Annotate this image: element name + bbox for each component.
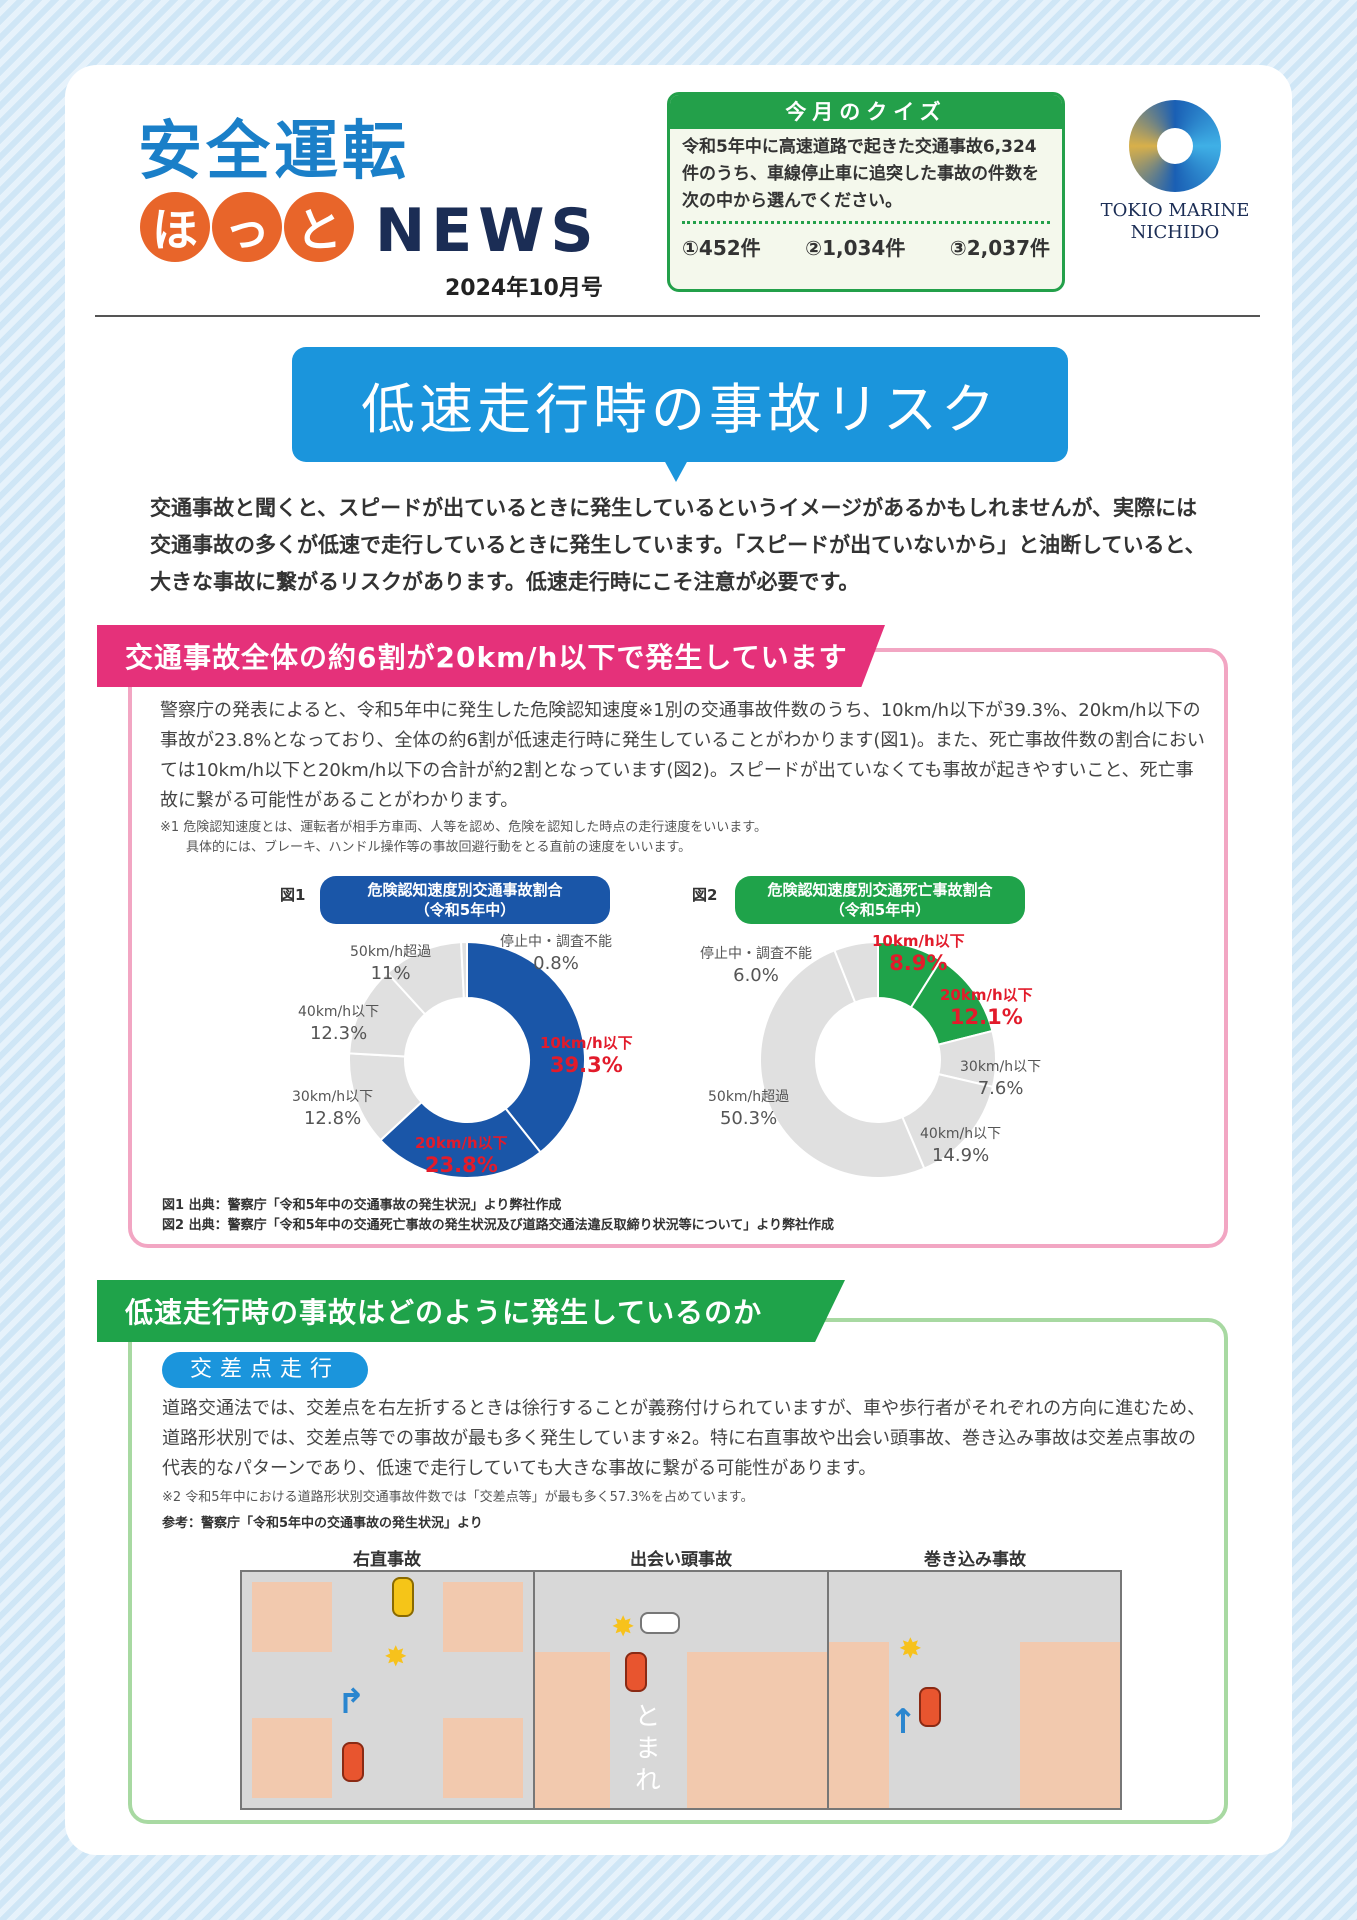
main-title: 低速走行時の事故リスク <box>292 347 1068 462</box>
masthead-title: 安全運転 <box>138 115 410 189</box>
accident-diagrams: ✸ ↱ ✸ とまれ ✸ ↑ <box>240 1570 1122 1810</box>
diagram-label: 巻き込み事故 <box>924 1550 1026 1570</box>
donut-chart-1 <box>348 940 586 1179</box>
label-stop: 停止中・調査不能 0.8% <box>500 934 612 974</box>
footnote-line: ※1 危険認知速度とは、運転者が相手方車両、人等を認め、危険を認知した時点の走行… <box>160 820 767 835</box>
chart-source-2: 図2 出典：警察庁「令和5年中の交通死亡事故の発生状況及び道路交通法違反取締り状… <box>162 1218 834 1233</box>
donut-slice <box>833 940 879 1004</box>
car-icon <box>392 1577 414 1617</box>
section2-heading: 低速走行時の事故はどのように発生しているのか <box>97 1280 845 1342</box>
car-icon <box>625 1652 648 1692</box>
diagram-left-turn: ✸ ↑ <box>828 1572 1120 1808</box>
quiz-option: ②1,034件 <box>805 236 906 260</box>
label-50: 50km/h超過 11% <box>350 944 432 984</box>
label-30: 30km/h以下 7.6% <box>960 1059 1042 1099</box>
diagram-label: 右直事故 <box>353 1550 421 1570</box>
logo-text: NICHIDO <box>1130 222 1220 243</box>
hotto-char: ほ <box>140 192 210 262</box>
arrow-icon: ↱ <box>337 1682 366 1722</box>
header-divider <box>95 315 1260 317</box>
banner-tail <box>664 460 688 482</box>
label-40: 40km/h以下 14.9% <box>920 1126 1002 1166</box>
label-20: 20km/h以下 23.8% <box>415 1134 508 1177</box>
donut-slice <box>466 940 586 1154</box>
divider <box>682 221 1050 224</box>
figure1-title: 危険認知速度別交通事故割合 （令和5年中） <box>320 876 610 924</box>
diagram-right-turn: ✸ ↱ <box>242 1572 536 1808</box>
label-50: 50km/h超過 50.3% <box>708 1089 790 1129</box>
donut-chart-2 <box>759 940 997 1179</box>
road-marking: とまれ <box>630 1702 661 1798</box>
label-10: 10km/h以下 39.3% <box>540 1034 633 1077</box>
quiz-question: 令和5年中に高速道路で起きた交通事故6,324件のうち、車線停止車に追突した事故… <box>682 137 1039 211</box>
section1-heading: 交通事故全体の約6割が20km/h以下で発生しています <box>97 625 885 687</box>
chart-subtitle: （令和5年中） <box>829 901 931 919</box>
issue-date: 2024年10月号 <box>445 276 603 301</box>
quiz-title: 今月のクイズ <box>670 95 1062 129</box>
intro-text: 交通事故と聞くと、スピードが出ているときに発生しているというイメージがあるかもし… <box>150 496 1206 594</box>
footnote-1: ※1 危険認知速度とは、運転者が相手方車両、人等を認め、危険を認知した時点の走行… <box>160 818 1210 858</box>
section1-box <box>128 648 1228 1248</box>
diagram-crossing: ✸ とまれ <box>535 1572 829 1808</box>
section1-body: 警察庁の発表によると、令和5年中に発生した危険認知速度※1別の交通事故件数のうち… <box>160 700 1205 811</box>
label-30: 30km/h以下 12.8% <box>292 1089 374 1129</box>
collision-icon: ✸ <box>611 1610 635 1643</box>
quiz-option: ①452件 <box>682 236 761 260</box>
hotto-char: と <box>284 192 354 262</box>
car-icon <box>342 1742 364 1782</box>
arrow-icon: ↑ <box>888 1702 918 1742</box>
chart-title: 危険認知速度別交通事故割合 <box>367 881 563 899</box>
intersection-pill: 交差点走行 <box>162 1352 368 1388</box>
masthead-hotto: ほ っ と <box>140 192 354 262</box>
label-40: 40km/h以下 12.3% <box>298 1004 380 1044</box>
collision-icon: ✸ <box>898 1632 923 1665</box>
reference: 参考：警察庁「令和5年中の交通事故の発生状況」より <box>162 1516 483 1531</box>
quiz-box: 今月のクイズ 令和5年中に高速道路で起きた交通事故6,324件のうち、車線停止車… <box>667 92 1065 292</box>
donut-slice <box>759 949 926 1179</box>
diagram-label: 出会い頭事故 <box>630 1550 732 1570</box>
chart-title: 危険認知速度別交通死亡事故割合 <box>767 881 993 899</box>
label-10: 10km/h以下 8.9% <box>872 932 965 975</box>
car-icon <box>918 1687 941 1727</box>
chart-subtitle: （令和5年中） <box>414 901 516 919</box>
masthead-news: NEWS <box>375 196 600 266</box>
donut-slice <box>379 1100 542 1179</box>
footnote-2: ※2 令和5年中における道路形状別交通事故件数では「交差点等」が最も多く57.3… <box>162 1490 754 1505</box>
label-20: 20km/h以下 12.1% <box>940 986 1033 1029</box>
hotto-char: っ <box>212 192 282 262</box>
logo-text: TOKIO MARINE <box>1100 200 1250 221</box>
company-logo: TOKIO MARINE NICHIDO <box>1100 100 1250 244</box>
label-stop: 停止中・調査不能 6.0% <box>700 946 812 986</box>
footnote-line: 具体的には、ブレーキ、ハンドル操作等の事故回避行動をとる直前の速度をいいます。 <box>160 840 692 855</box>
quiz-option: ③2,037件 <box>949 236 1050 260</box>
donut-slice <box>460 940 468 1000</box>
figure2-title: 危険認知速度別交通死亡事故割合 （令和5年中） <box>735 876 1025 924</box>
figure-number: 図1 <box>280 886 306 904</box>
figure-number: 図2 <box>692 886 718 904</box>
chart-source-1: 図1 出典：警察庁「令和5年中の交通事故の発生状況」より弊社作成 <box>162 1198 562 1213</box>
logo-mark-icon <box>1129 100 1221 192</box>
section2-body: 道路交通法では、交差点を右左折するときは徐行することが義務付けられていますが、車… <box>162 1398 1206 1479</box>
collision-icon: ✸ <box>384 1640 408 1673</box>
car-icon <box>640 1612 681 1634</box>
